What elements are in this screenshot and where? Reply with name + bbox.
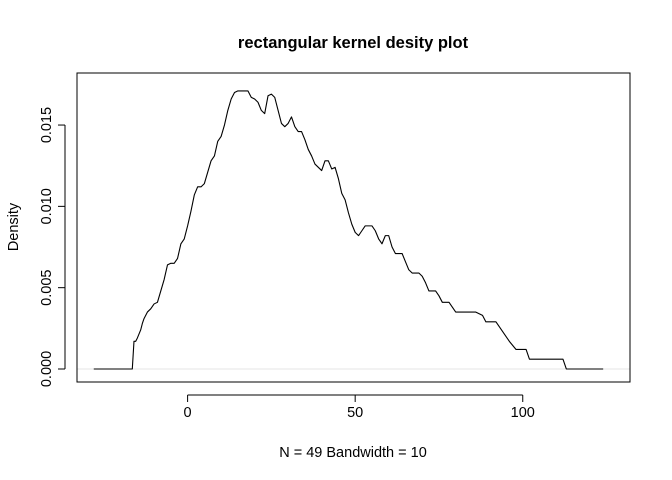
chart-title: rectangular kernel desity plot — [238, 34, 469, 52]
y-tick-label: 0.000 — [39, 351, 55, 387]
x-tick-label: 100 — [511, 405, 535, 421]
y-tick-label: 0.005 — [39, 270, 55, 306]
plot-frame — [76, 72, 631, 383]
x-tick-label: 0 — [184, 405, 192, 421]
density-curve — [93, 90, 604, 370]
y-tick-label: 0.010 — [39, 188, 55, 224]
x-tick-label: 50 — [347, 405, 363, 421]
x-axis-label: N = 49 Bandwidth = 10 — [279, 445, 427, 461]
y-axis-label: Density — [6, 202, 22, 251]
y-tick-label: 0.015 — [39, 107, 55, 143]
